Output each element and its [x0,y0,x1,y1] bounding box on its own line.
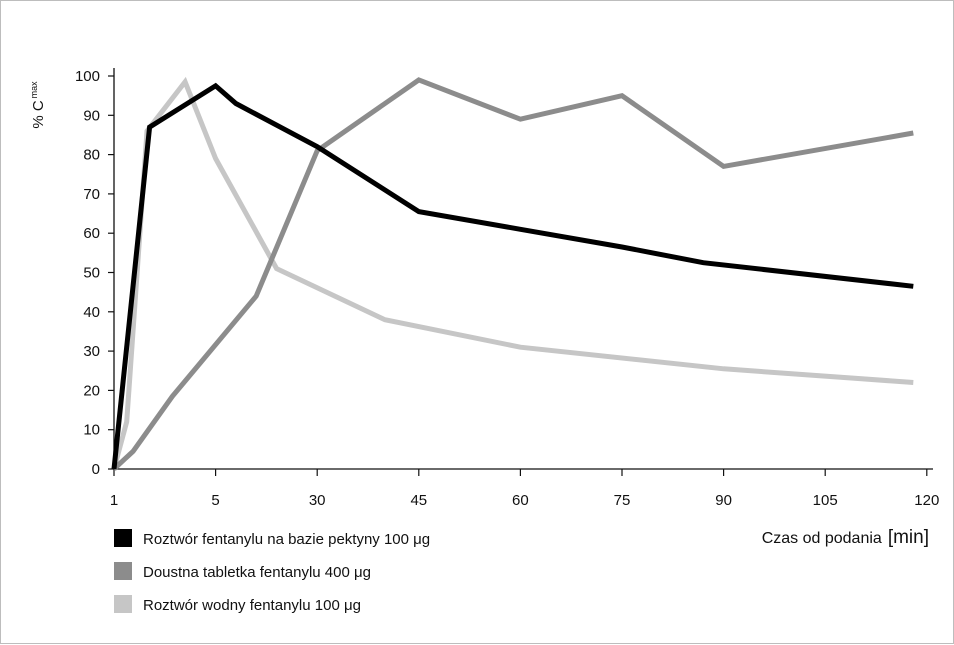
x-axis-label: Czas od podania [762,530,882,547]
y-tick-label: 10 [83,422,100,439]
x-tick-label: 90 [715,492,732,509]
x-tick-label: 1 [110,492,118,509]
legend-label-2: Doustna tabletka fentanylu 400 μg [143,564,371,581]
x-tick-label: 75 [614,492,631,509]
y-tick-label: 90 [83,107,100,124]
series-line-1 [111,82,914,470]
legend-swatch-1 [114,529,132,547]
x-tick-label: 60 [512,492,529,509]
x-axis-title: Czas od podania [min] [762,527,929,548]
y-tick-label: 30 [83,343,100,360]
svg-text:Czas od podania[min]: Czas od podania [min] [762,527,929,548]
legend: Roztwór fentanylu na bazie pektyny 100 μ… [114,529,430,614]
y-tick-label: 0 [92,461,100,478]
y-tick-label: 20 [83,382,100,399]
legend-swatch-3 [114,595,132,613]
y-tick-label: 70 [83,186,100,203]
x-tick-label: 45 [410,492,427,509]
y-axis-label-main: % C [30,100,47,129]
legend-label-1: Roztwór fentanylu na bazie pektyny 100 μ… [143,531,430,548]
y-tick-label: 50 [83,265,100,282]
y-axis-label-sub: max [29,81,39,99]
series-line-2 [112,77,914,471]
x-tick-label: 5 [211,492,219,509]
legend-swatch-2 [114,562,132,580]
x-tick-label: 105 [813,492,838,509]
y-tick-label: 40 [83,304,100,321]
x-tick-label: 30 [309,492,326,509]
x-axis-unit: [min] [888,527,929,548]
series-line-3 [111,76,914,470]
legend-label-3: Roztwór wodny fentanylu 100 μg [143,597,361,614]
y-tick-label: 60 [83,225,100,242]
series-lines [111,76,914,471]
y-tick-label: 80 [83,147,100,164]
y-axis-label: % Cmax [29,81,47,129]
svg-text:% Cmax: % Cmax [29,81,47,129]
y-tick-label: 100 [75,68,100,85]
x-tick-label: 120 [914,492,939,509]
